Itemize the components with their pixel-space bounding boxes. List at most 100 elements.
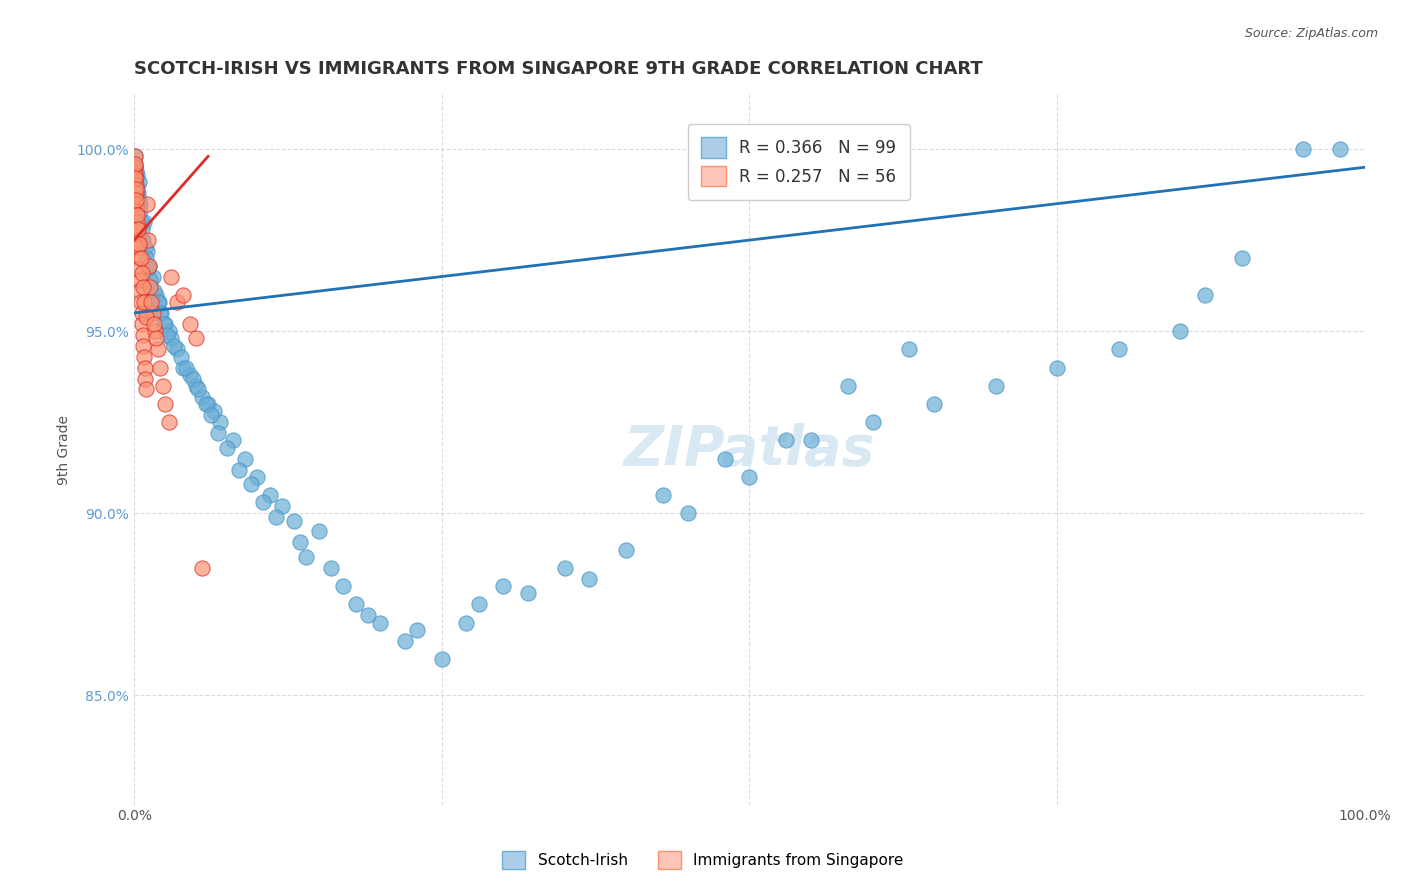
Point (128, 204, 150, 219)
Point (139, 273, 162, 287)
Point (246, 470, 269, 484)
Point (134, 240, 156, 254)
Point (125, 193, 148, 207)
Point (124, 168, 146, 182)
Point (166, 343, 188, 357)
Point (1168, 324, 1191, 338)
Point (124, 149, 146, 163)
Point (197, 397, 219, 411)
Point (128, 236, 150, 251)
Point (1329, 142, 1351, 156)
Point (129, 215, 152, 229)
Point (125, 208, 148, 222)
Point (166, 295, 188, 310)
Legend: R = 0.366   N = 99, R = 0.257   N = 56: R = 0.366 N = 99, R = 0.257 N = 56 (688, 124, 910, 200)
Point (134, 371, 156, 385)
Legend: Scotch-Irish, Immigrants from Singapore: Scotch-Irish, Immigrants from Singapore (496, 845, 910, 875)
Point (124, 156, 146, 170)
Point (264, 509, 287, 524)
Point (125, 215, 148, 229)
Point (131, 266, 153, 280)
Text: ZIPatlas: ZIPatlas (624, 423, 875, 476)
Point (128, 252, 150, 266)
Point (125, 186, 148, 200)
Point (136, 233, 159, 247)
Point (283, 514, 305, 528)
Point (135, 244, 157, 258)
Point (132, 350, 155, 364)
Point (124, 171, 146, 186)
Point (139, 280, 162, 294)
Point (149, 360, 172, 375)
Point (132, 327, 155, 342)
Point (357, 608, 380, 623)
Point (578, 572, 600, 586)
Point (191, 390, 214, 404)
Point (194, 397, 217, 411)
Point (127, 186, 149, 200)
Point (162, 339, 184, 353)
Point (179, 368, 201, 382)
Point (800, 434, 823, 448)
Point (135, 310, 157, 324)
Point (124, 149, 146, 163)
Point (898, 343, 921, 357)
Point (125, 171, 148, 186)
Point (152, 317, 174, 331)
Point (209, 415, 232, 429)
Point (775, 434, 797, 448)
Point (142, 269, 165, 284)
Point (554, 561, 576, 575)
Point (124, 156, 146, 170)
Point (738, 470, 761, 484)
Point (142, 317, 165, 331)
Point (714, 451, 737, 466)
Point (228, 462, 250, 476)
Point (184, 379, 207, 393)
Point (172, 360, 194, 375)
Point (984, 379, 1007, 393)
Point (295, 549, 318, 564)
Point (1194, 287, 1216, 301)
Point (127, 222, 149, 236)
Point (215, 441, 238, 455)
Point (174, 360, 197, 375)
Point (187, 383, 209, 397)
Point (368, 615, 391, 630)
Point (141, 295, 163, 310)
Point (319, 561, 342, 575)
Point (191, 561, 214, 575)
Point (157, 324, 180, 338)
Point (125, 178, 148, 193)
Point (406, 623, 429, 637)
Point (131, 317, 153, 331)
Point (184, 331, 207, 345)
Point (125, 178, 148, 193)
Point (128, 193, 150, 207)
Point (125, 196, 148, 211)
Y-axis label: 9th Grade: 9th Grade (58, 415, 72, 484)
Point (157, 415, 180, 429)
Point (128, 273, 150, 287)
Point (332, 579, 354, 593)
Point (132, 233, 155, 247)
Point (125, 204, 148, 219)
Point (181, 371, 204, 385)
Point (862, 415, 884, 429)
Point (127, 233, 149, 247)
Point (170, 350, 193, 364)
Point (125, 182, 148, 196)
Point (676, 506, 699, 520)
Text: Source: ZipAtlas.com: Source: ZipAtlas.com (1244, 27, 1378, 40)
Point (150, 306, 173, 320)
Point (127, 240, 149, 254)
Point (1108, 343, 1130, 357)
Point (202, 404, 225, 418)
Point (430, 652, 453, 666)
Point (837, 379, 859, 393)
Point (179, 317, 201, 331)
Point (134, 295, 156, 310)
Point (132, 339, 155, 353)
Point (172, 287, 194, 301)
Point (127, 222, 149, 236)
